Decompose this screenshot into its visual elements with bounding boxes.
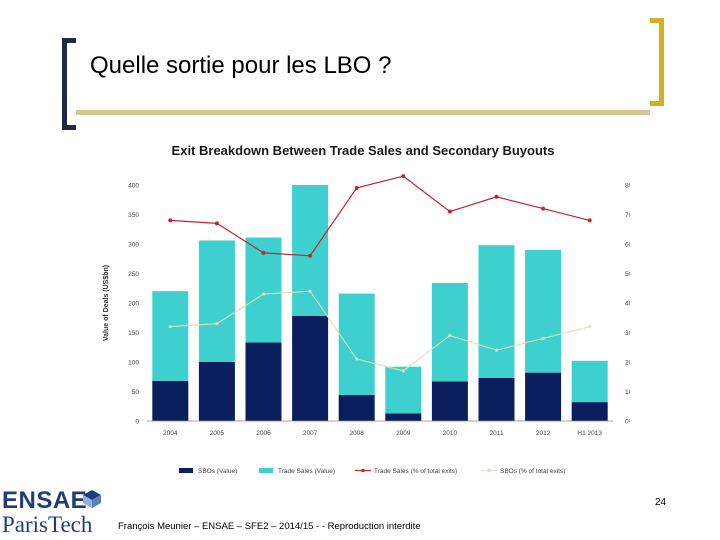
y-axis-tick-label: 50 xyxy=(132,389,140,396)
bar-sbos-value xyxy=(152,380,189,421)
y2-axis-tick-label: 20% xyxy=(625,360,630,367)
y-axis-tick-label: 0 xyxy=(135,419,139,426)
bar-sbos-value xyxy=(571,402,608,421)
point-trade-sales-pct xyxy=(308,253,313,258)
point-trade-sales-pct xyxy=(214,221,219,226)
legend-label: Trade Sales (Value) xyxy=(278,468,335,475)
title-bracket-left xyxy=(62,38,76,130)
bar-trade-sales-value xyxy=(478,245,515,378)
point-trade-sales-pct xyxy=(261,250,266,255)
bar-sbos-value xyxy=(385,413,422,421)
y-axis-tick-label: 100 xyxy=(128,360,139,367)
point-trade-sales-pct xyxy=(354,185,359,190)
point-trade-sales-pct xyxy=(541,206,546,211)
point-sbos-pct xyxy=(541,336,545,340)
y2-axis-tick-label: 30% xyxy=(625,330,630,337)
point-sbos-pct xyxy=(588,325,592,329)
slide-title: Quelle sortie pour les LBO ? xyxy=(90,52,392,79)
y2-axis-tick-label: 70% xyxy=(625,212,630,219)
bar-sbos-value xyxy=(478,377,515,421)
point-trade-sales-pct xyxy=(168,218,173,223)
legend-label: SBOs (% of total exits) xyxy=(500,468,565,475)
line-trade-sales-pct xyxy=(170,175,590,257)
point-trade-sales-pct xyxy=(447,209,452,214)
x-axis-tick-label: 2005 xyxy=(210,430,225,437)
bar-trade-sales-value xyxy=(431,282,468,382)
point-trade-sales-pct xyxy=(401,174,406,179)
point-trade-sales-pct xyxy=(494,194,499,199)
legend-swatch-marker xyxy=(361,468,365,473)
bar-sbos-value xyxy=(245,342,282,421)
y2-axis-tick-label: 40% xyxy=(625,301,630,308)
bar-trade-sales-value xyxy=(571,360,608,403)
bar-trade-sales-value xyxy=(292,185,329,316)
bar-sbos-value xyxy=(292,315,329,421)
x-axis-tick-label: H1 2013 xyxy=(577,430,602,437)
logo-text-paristech: ParisTech xyxy=(2,512,93,537)
bar-trade-sales-value xyxy=(245,237,282,343)
point-trade-sales-pct xyxy=(587,218,592,223)
legend-swatch xyxy=(179,468,193,473)
bar-trade-sales-value xyxy=(152,291,189,381)
bar-trade-sales-value xyxy=(525,249,562,373)
ensae-paristech-logo: ENSAE ParisTech xyxy=(2,487,107,540)
x-axis-tick-label: 2009 xyxy=(396,430,411,437)
point-sbos-pct xyxy=(448,333,452,338)
bar-trade-sales-value xyxy=(198,240,235,362)
bar-sbos-value xyxy=(338,395,375,421)
y2-axis-tick-label: 50% xyxy=(625,271,630,278)
x-axis-tick-label: 2007 xyxy=(303,430,318,437)
legend-label: SBOs (Value) xyxy=(198,468,237,475)
point-sbos-pct xyxy=(355,357,359,361)
legend-swatch xyxy=(259,468,273,473)
bar-sbos-value xyxy=(525,372,562,421)
y2-axis-tick-label: 0% xyxy=(625,419,630,426)
y2-axis-tick-label: 60% xyxy=(625,242,630,249)
point-sbos-pct xyxy=(308,289,312,293)
logo-text-ensae: ENSAE xyxy=(2,487,88,514)
page-number: 24 xyxy=(655,497,667,508)
exit-breakdown-chart: Exit Breakdown Between Trade Sales and S… xyxy=(103,143,630,475)
logo-emblem-icon xyxy=(83,490,101,508)
bar-trade-sales-value xyxy=(385,366,422,414)
x-axis-tick-label: 2004 xyxy=(163,430,178,437)
point-sbos-pct xyxy=(401,369,405,373)
y-axis-tick-label: 250 xyxy=(128,271,139,278)
chart-title: Exit Breakdown Between Trade Sales and S… xyxy=(172,143,555,158)
footer-text: François Meunier – ENSAE – SFE2 – 2014/1… xyxy=(118,521,421,532)
x-axis-tick-label: 2008 xyxy=(349,430,364,437)
y-axis-title: Value of Deals (US$bn) xyxy=(103,265,110,341)
x-axis-tick-label: 2010 xyxy=(443,430,458,437)
x-axis-tick-label: 2012 xyxy=(536,430,551,437)
point-sbos-pct xyxy=(168,325,172,329)
legend-swatch-marker xyxy=(487,468,491,473)
x-axis-tick-label: 2011 xyxy=(490,430,504,437)
point-sbos-pct xyxy=(494,348,499,352)
point-sbos-pct xyxy=(215,322,219,326)
y2-axis-tick-label: 80% xyxy=(625,183,630,190)
title-bracket-right xyxy=(650,18,664,106)
point-sbos-pct xyxy=(261,292,266,296)
y-axis-tick-label: 300 xyxy=(128,242,139,249)
x-axis-tick-label: 2006 xyxy=(256,430,271,437)
line-sbos-pct xyxy=(170,290,590,372)
bar-sbos-value xyxy=(198,362,235,421)
title-underline xyxy=(76,110,650,115)
bar-sbos-value xyxy=(431,381,468,421)
y-axis-tick-label: 200 xyxy=(128,301,139,308)
y-axis-tick-label: 350 xyxy=(128,212,139,219)
y2-axis-tick-label: 10% xyxy=(625,389,630,396)
legend-label: Trade Sales (% of total exits) xyxy=(374,468,457,475)
y-axis-tick-label: 400 xyxy=(128,183,139,190)
bar-trade-sales-value xyxy=(338,293,375,396)
y-axis-tick-label: 150 xyxy=(128,330,139,337)
